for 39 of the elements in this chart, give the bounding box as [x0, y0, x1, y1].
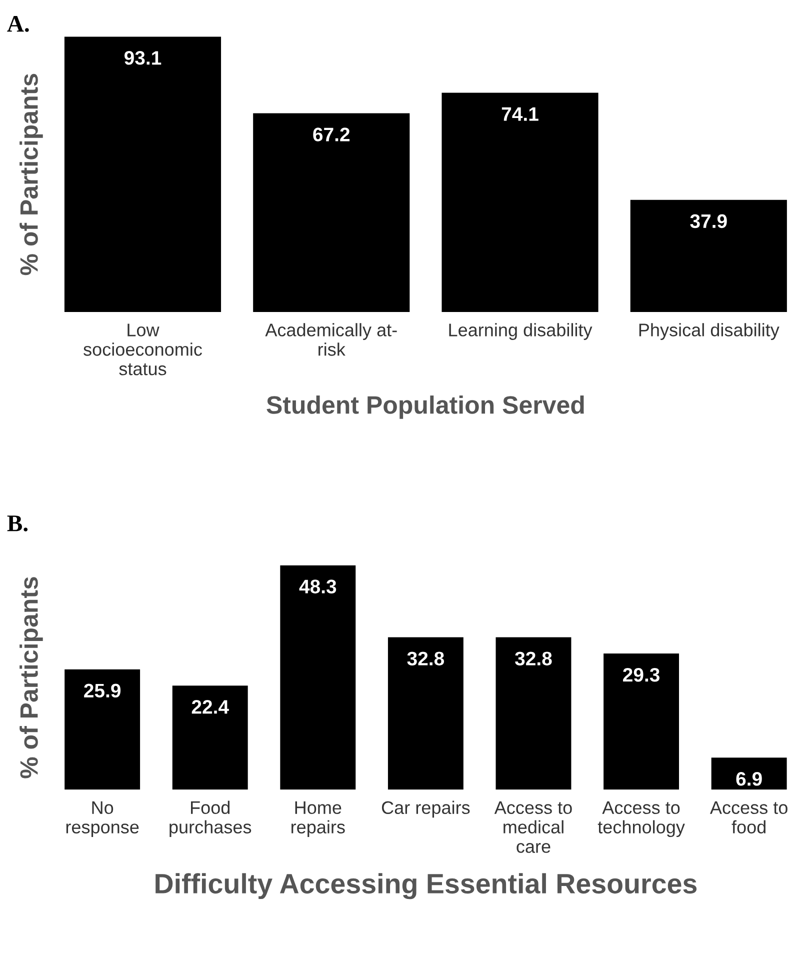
x-tick-label: Access to technology — [598, 801, 685, 838]
bar — [442, 92, 598, 312]
data-label: 25.9 — [84, 684, 121, 698]
x-tick-label: Physical disability — [639, 323, 780, 340]
bar — [64, 669, 140, 790]
bar — [496, 637, 572, 790]
x-tick-label: Car repairs — [382, 800, 470, 818]
data-label: 37.9 — [690, 214, 727, 228]
bar — [388, 637, 464, 790]
x-tick-label: Home repairs — [292, 801, 345, 838]
data-label: 74.1 — [502, 107, 538, 121]
x-tick-label: Access to medical care — [494, 801, 572, 853]
data-label: 93.1 — [124, 50, 162, 65]
bar — [253, 113, 410, 312]
bar — [280, 565, 356, 790]
bar — [172, 686, 248, 790]
x-tick-label: Food purchases — [170, 800, 252, 838]
bar — [64, 36, 222, 312]
x-axis-title: Difficulty Accessing Essential Resources — [156, 873, 697, 900]
data-label: 67.2 — [313, 128, 350, 142]
x-tick-label: Low socioeconomic status — [84, 324, 202, 376]
y-axis-title: % of Participants — [20, 577, 43, 778]
bar — [711, 758, 787, 790]
data-label: 6.9 — [736, 772, 762, 786]
bar — [604, 654, 680, 790]
data-label: 22.4 — [192, 700, 229, 714]
x-tick-label: Access to food — [710, 801, 788, 834]
x-tick-label: Academically at- risk — [265, 323, 397, 356]
chart-title: B. — [7, 516, 28, 532]
data-label: 48.3 — [299, 580, 336, 594]
data-label: 29.3 — [623, 668, 660, 682]
data-label: 32.8 — [515, 652, 552, 666]
x-tick-label: No response — [66, 801, 139, 838]
x-axis-title: Student Population Served — [266, 396, 584, 419]
x-tick-label: Learning disability — [449, 323, 592, 340]
chart-title: A. — [7, 16, 29, 32]
y-axis-title: % of Participants — [20, 74, 43, 276]
bar — [630, 200, 787, 312]
data-label: 32.8 — [407, 652, 444, 666]
